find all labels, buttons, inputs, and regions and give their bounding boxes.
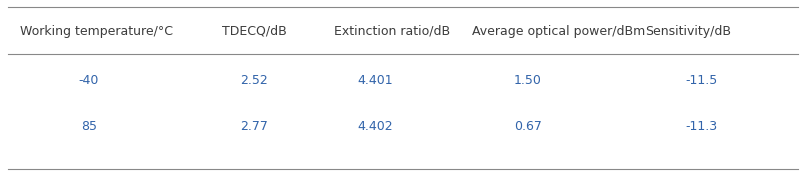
Text: 1.50: 1.50 [514, 74, 542, 87]
Text: 2.52: 2.52 [240, 74, 268, 87]
Text: Average optical power/dBm: Average optical power/dBm [472, 25, 645, 38]
Text: 2.77: 2.77 [240, 120, 268, 132]
Text: 85: 85 [81, 120, 97, 132]
Text: Sensitivity/dB: Sensitivity/dB [645, 25, 731, 38]
Text: Extinction ratio/dB: Extinction ratio/dB [334, 25, 451, 38]
Text: 4.401: 4.401 [357, 74, 393, 87]
Text: TDECQ/dB: TDECQ/dB [222, 25, 286, 38]
Text: -40: -40 [78, 74, 99, 87]
Text: 0.67: 0.67 [514, 120, 542, 132]
Text: Working temperature/°C: Working temperature/°C [20, 25, 173, 38]
Text: 4.402: 4.402 [357, 120, 393, 132]
Text: -11.5: -11.5 [685, 74, 717, 87]
Text: -11.3: -11.3 [685, 120, 717, 132]
